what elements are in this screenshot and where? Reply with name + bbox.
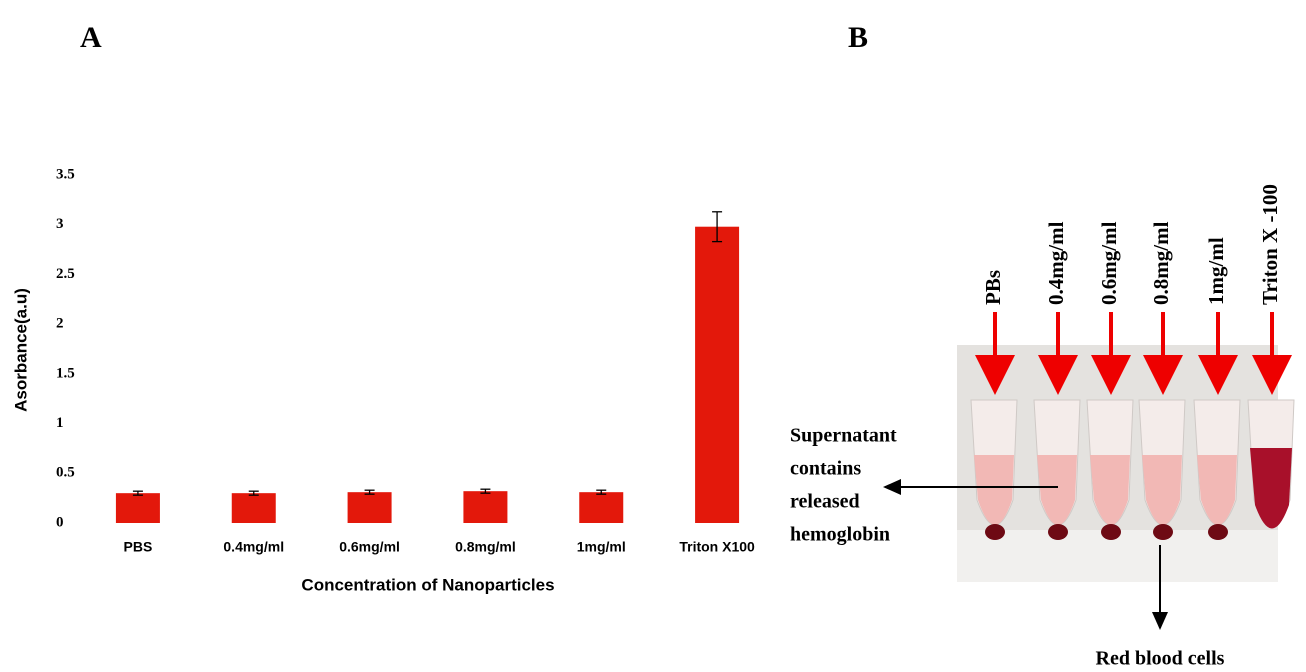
y-axis-title: Asorbance(a.u) — [11, 288, 30, 412]
x-tick-label: 0.8mg/ml — [455, 539, 516, 555]
y-tick-label: 2 — [56, 316, 64, 332]
tube-label: Triton X -100 — [1258, 184, 1282, 305]
x-axis-title: Concentration of Nanoparticles — [301, 575, 554, 594]
tube-label: 1mg/ml — [1204, 237, 1228, 305]
tube-label: 0.8mg/ml — [1149, 221, 1173, 305]
x-tick-label: 1mg/ml — [577, 539, 626, 555]
bar — [232, 493, 276, 523]
y-tick-label: 2.5 — [56, 266, 75, 282]
x-tick-label: Triton X100 — [679, 539, 755, 555]
y-tick-label: 0.5 — [56, 465, 75, 481]
tube-label: 0.6mg/ml — [1097, 221, 1121, 305]
x-tick-label: 0.6mg/ml — [339, 539, 400, 555]
pellet — [1208, 524, 1228, 540]
tube-label: 0.4mg/ml — [1044, 221, 1068, 305]
figure: A B Concentration of Nanoparticles Asorb… — [0, 0, 1306, 672]
x-tick-label: PBS — [124, 539, 153, 555]
y-tick-label: 0 — [56, 514, 64, 530]
bar — [463, 491, 507, 523]
bar — [116, 493, 160, 523]
bar — [348, 492, 392, 523]
pellet — [1153, 524, 1173, 540]
pellet — [985, 524, 1005, 540]
x-tick-label: 0.4mg/ml — [223, 539, 284, 555]
y-tick-label: 3 — [56, 216, 64, 232]
bar — [579, 492, 623, 523]
annotation: hemoglobin — [790, 524, 890, 546]
annotation: Red blood cells — [1096, 648, 1225, 670]
tube-label: PBs — [981, 270, 1005, 305]
annotation: released — [790, 491, 860, 513]
photo — [957, 345, 1294, 582]
error-bar — [596, 490, 606, 494]
y-tick-label: 1 — [56, 415, 64, 431]
pellet — [1101, 524, 1121, 540]
bar — [695, 227, 739, 523]
pellet — [1048, 524, 1068, 540]
error-bar — [365, 490, 375, 494]
y-tick-label: 1.5 — [56, 365, 75, 381]
annotation: contains — [790, 458, 861, 480]
y-tick-label: 3.5 — [56, 166, 75, 182]
panel-label: B — [848, 21, 868, 54]
panel-label: A — [80, 21, 102, 54]
annotation: Supernatant — [790, 425, 897, 447]
